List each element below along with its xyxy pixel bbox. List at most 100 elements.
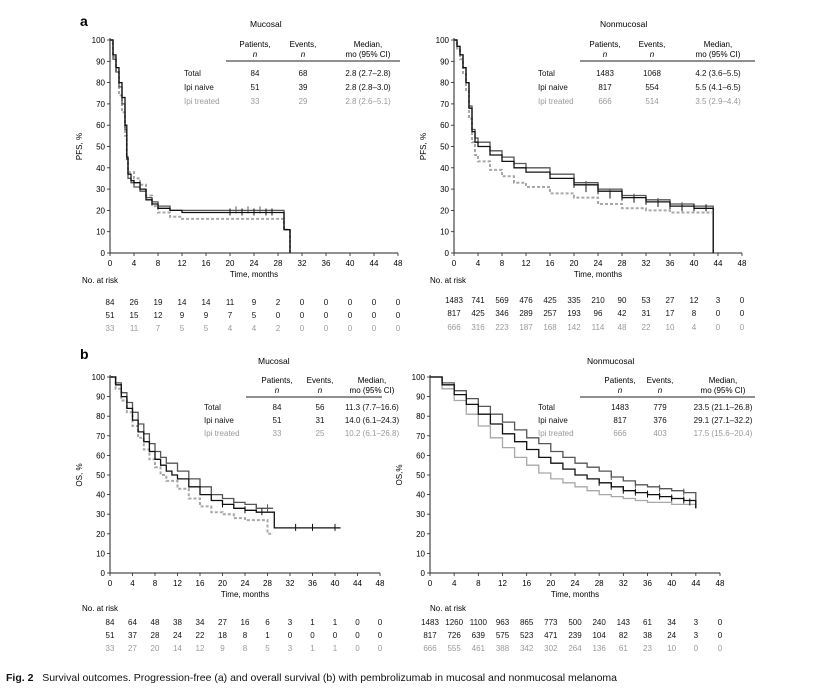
legend-name: Ipi naive	[204, 416, 234, 425]
y-axis-label: PFS, %	[419, 133, 428, 160]
panel-letter: a	[80, 13, 88, 29]
risk-value: 1100	[470, 618, 488, 627]
y-tick-label: 60	[96, 121, 105, 130]
y-tick-label: 80	[96, 79, 105, 88]
risk-value: 0	[372, 298, 377, 307]
table-header-2-sub: n	[318, 386, 323, 395]
risk-value: 0	[378, 631, 383, 640]
x-tick-label: 28	[595, 579, 604, 588]
risk-value: 7	[228, 311, 233, 320]
chart-title: Nonmucosal	[587, 356, 634, 366]
legend-name: Total	[538, 403, 555, 412]
risk-value: 136	[592, 644, 606, 653]
table-header-1: Patients,	[604, 376, 635, 385]
risk-value: 0	[718, 631, 723, 640]
km-curve-ipi-naive	[454, 39, 714, 253]
risk-value: 3	[716, 296, 721, 305]
risk-value: 1	[333, 618, 338, 627]
risk-value: 11	[226, 298, 235, 307]
x-tick-label: 20	[226, 259, 235, 268]
y-tick-label: 40	[96, 491, 105, 500]
risk-value: 37	[128, 631, 137, 640]
y-tick-label: 20	[440, 206, 449, 215]
x-axis-label: Time, months	[230, 270, 278, 279]
x-tick-label: 48	[394, 259, 403, 268]
risk-value: 82	[619, 631, 628, 640]
table-header-1-sub: n	[275, 386, 280, 395]
risk-value: 9	[252, 298, 257, 307]
y-tick-label: 10	[440, 228, 449, 237]
risk-value: 2	[276, 324, 281, 333]
risk-value: 18	[218, 631, 227, 640]
risk-value: 0	[396, 324, 401, 333]
figure-caption: Fig. 2 Survival outcomes. Progression-fr…	[6, 672, 617, 684]
y-tick-label: 60	[416, 451, 425, 460]
legend-events: 39	[299, 83, 308, 92]
legend-events: 68	[299, 69, 308, 78]
risk-value: 0	[716, 309, 721, 318]
x-tick-label: 0	[452, 259, 457, 268]
risk-value: 9	[204, 311, 209, 320]
legend-median: 5.5 (4.1–6.5)	[695, 83, 741, 92]
risk-value: 27	[218, 618, 227, 627]
risk-value: 0	[300, 311, 305, 320]
risk-value: 817	[423, 631, 437, 640]
legend-name: Ipi treated	[538, 97, 574, 106]
risk-value: 12	[690, 296, 699, 305]
y-tick-label: 80	[440, 79, 449, 88]
table-header-1: Patients,	[239, 40, 270, 49]
risk-value: 10	[667, 644, 676, 653]
risk-title: No. at risk	[82, 604, 119, 613]
risk-value: 0	[333, 631, 338, 640]
risk-value: 0	[396, 298, 401, 307]
y-tick-label: 40	[416, 491, 425, 500]
risk-value: 0	[718, 618, 723, 627]
risk-value: 0	[300, 298, 305, 307]
legend-median: 10.2 (6.1–26.8)	[345, 429, 400, 438]
y-tick-label: 30	[96, 185, 105, 194]
legend-events: 376	[653, 416, 667, 425]
x-tick-label: 8	[156, 259, 161, 268]
x-axis-label: Time, months	[551, 590, 599, 599]
y-tick-label: 0	[101, 249, 106, 258]
risk-value: 22	[642, 323, 651, 332]
x-tick-label: 28	[618, 259, 627, 268]
panel-letter: b	[80, 346, 89, 362]
x-tick-label: 32	[286, 579, 295, 588]
y-tick-label: 30	[416, 510, 425, 519]
x-tick-label: 48	[716, 579, 725, 588]
risk-value: 17	[666, 309, 675, 318]
x-tick-label: 44	[353, 579, 362, 588]
risk-value: 240	[592, 618, 606, 627]
risk-value: 104	[592, 631, 606, 640]
x-tick-label: 16	[522, 579, 531, 588]
risk-value: 257	[543, 309, 557, 318]
x-tick-label: 40	[331, 579, 340, 588]
legend-events: 779	[653, 403, 667, 412]
risk-value: 461	[472, 644, 486, 653]
risk-value: 316	[471, 323, 485, 332]
x-tick-label: 20	[546, 579, 555, 588]
risk-value: 9	[220, 644, 225, 653]
legend-patients: 33	[273, 429, 282, 438]
x-tick-label: 24	[571, 579, 580, 588]
legend-patients: 666	[613, 429, 627, 438]
legend-patients: 817	[613, 416, 627, 425]
legend-events: 554	[645, 83, 659, 92]
y-tick-label: 0	[421, 569, 426, 578]
x-tick-label: 16	[546, 259, 555, 268]
table-header-3: Median,	[704, 40, 732, 49]
legend-median: 3.5 (2.9–4.4)	[695, 97, 741, 106]
risk-value: 2	[276, 298, 281, 307]
table-header-2: Events,	[639, 40, 666, 49]
risk-value: 210	[591, 296, 605, 305]
y-tick-label: 40	[440, 164, 449, 173]
table-header-3: Median,	[709, 376, 737, 385]
x-tick-label: 36	[308, 579, 317, 588]
risk-value: 3	[694, 631, 699, 640]
x-axis-label: Time, months	[574, 270, 622, 279]
risk-value: 0	[324, 324, 329, 333]
km-curve-total	[110, 39, 291, 253]
